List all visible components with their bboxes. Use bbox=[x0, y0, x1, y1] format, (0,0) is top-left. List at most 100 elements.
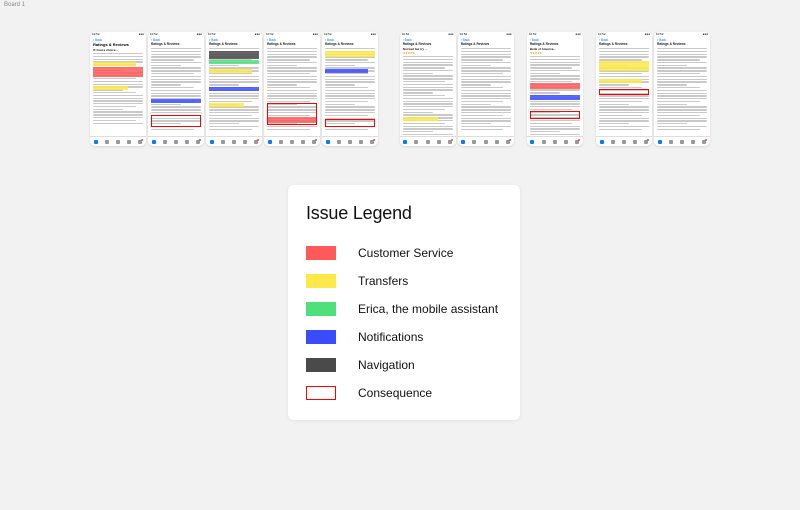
badge-icon bbox=[705, 139, 708, 142]
tab-icon[interactable] bbox=[326, 140, 330, 144]
text-line bbox=[530, 70, 580, 71]
tab-icon[interactable] bbox=[426, 140, 430, 144]
tab-icon[interactable] bbox=[680, 140, 684, 144]
tab-icon[interactable] bbox=[221, 140, 225, 144]
review-body bbox=[458, 47, 514, 136]
tab-icon[interactable] bbox=[564, 140, 568, 144]
tab-icon[interactable] bbox=[163, 140, 167, 144]
text-line bbox=[267, 90, 317, 91]
tab-icon[interactable] bbox=[506, 140, 510, 144]
highlight-transfers bbox=[403, 117, 438, 121]
tab-icon[interactable] bbox=[611, 140, 615, 144]
tab-icon[interactable] bbox=[94, 140, 98, 144]
text-line bbox=[657, 126, 707, 127]
text-line bbox=[657, 56, 707, 57]
tab-icon[interactable] bbox=[414, 140, 418, 144]
tab-icon[interactable] bbox=[254, 140, 258, 144]
tab-icon[interactable] bbox=[337, 140, 341, 144]
badge-icon bbox=[451, 139, 454, 142]
tab-icon[interactable] bbox=[370, 140, 374, 144]
tab-icon[interactable] bbox=[138, 140, 142, 144]
legend-row: Customer Service bbox=[306, 246, 502, 260]
text-line bbox=[599, 95, 649, 96]
tab-icon[interactable] bbox=[530, 140, 534, 144]
tab-icon[interactable] bbox=[575, 140, 579, 144]
text-line bbox=[151, 56, 201, 57]
tab-icon[interactable] bbox=[243, 140, 247, 144]
text-line bbox=[657, 51, 707, 52]
tab-icon[interactable] bbox=[495, 140, 499, 144]
text-line bbox=[461, 67, 511, 68]
tab-icon[interactable] bbox=[210, 140, 214, 144]
text-line bbox=[267, 84, 297, 85]
tab-icon[interactable] bbox=[301, 140, 305, 144]
text-line bbox=[461, 81, 511, 82]
tab-icon[interactable] bbox=[600, 140, 604, 144]
text-line bbox=[599, 118, 649, 119]
text-line bbox=[151, 54, 201, 55]
text-line bbox=[403, 62, 453, 63]
tab-icon[interactable] bbox=[461, 140, 465, 144]
text-line bbox=[151, 48, 201, 49]
text-line bbox=[93, 111, 143, 112]
tab-icon[interactable] bbox=[290, 140, 294, 144]
tab-icon[interactable] bbox=[622, 140, 626, 144]
tab-icon[interactable] bbox=[312, 140, 316, 144]
phone-screenshot: 10:52●●●‹ BackRatings & Reviews bbox=[206, 32, 262, 146]
text-line bbox=[209, 93, 259, 94]
text-line bbox=[657, 129, 700, 130]
text-line bbox=[461, 62, 511, 63]
highlight-customer_service bbox=[530, 83, 580, 89]
text-line bbox=[657, 109, 707, 110]
text-line bbox=[151, 79, 201, 80]
tab-icon[interactable] bbox=[268, 140, 272, 144]
text-line bbox=[657, 115, 700, 116]
tab-icon[interactable] bbox=[658, 140, 662, 144]
tab-icon[interactable] bbox=[196, 140, 200, 144]
text-line bbox=[267, 73, 310, 74]
tab-icon[interactable] bbox=[232, 140, 236, 144]
tab-icon[interactable] bbox=[448, 140, 452, 144]
text-line bbox=[461, 112, 511, 113]
tab-icon[interactable] bbox=[359, 140, 363, 144]
tab-icon[interactable] bbox=[542, 140, 546, 144]
tab-icon[interactable] bbox=[152, 140, 156, 144]
text-line bbox=[657, 59, 700, 60]
legend-label: Erica, the mobile assistant bbox=[358, 302, 498, 316]
highlight-transfers bbox=[209, 103, 244, 107]
tab-icon[interactable] bbox=[553, 140, 557, 144]
tab-icon[interactable] bbox=[185, 140, 189, 144]
tab-icon[interactable] bbox=[472, 140, 476, 144]
text-line bbox=[267, 129, 310, 130]
badge-icon bbox=[257, 139, 260, 142]
text-line bbox=[403, 95, 446, 96]
highlight-notifications bbox=[530, 95, 580, 100]
text-line bbox=[461, 87, 504, 88]
tab-icon[interactable] bbox=[174, 140, 178, 144]
text-line bbox=[657, 87, 700, 88]
text-line bbox=[530, 56, 580, 57]
tab-icon[interactable] bbox=[348, 140, 352, 144]
tab-icon[interactable] bbox=[127, 140, 131, 144]
text-line bbox=[93, 98, 143, 99]
text-line bbox=[209, 126, 259, 127]
tab-icon[interactable] bbox=[633, 140, 637, 144]
text-line bbox=[599, 98, 649, 99]
tab-icon[interactable] bbox=[702, 140, 706, 144]
tab-icon[interactable] bbox=[403, 140, 407, 144]
highlight-transfers bbox=[93, 62, 136, 66]
tab-icon[interactable] bbox=[437, 140, 441, 144]
tab-icon[interactable] bbox=[691, 140, 695, 144]
tab-icon[interactable] bbox=[116, 140, 120, 144]
text-line bbox=[530, 73, 560, 74]
text-line bbox=[151, 81, 201, 82]
tab-icon[interactable] bbox=[279, 140, 283, 144]
text-line bbox=[325, 79, 375, 80]
phone-screenshot: 10:52●●●‹ BackRatings & Reviews bbox=[148, 32, 204, 146]
tab-icon[interactable] bbox=[105, 140, 109, 144]
tab-icon[interactable] bbox=[669, 140, 673, 144]
text-line bbox=[267, 98, 317, 99]
tab-icon[interactable] bbox=[484, 140, 488, 144]
text-line bbox=[209, 84, 239, 85]
tab-icon[interactable] bbox=[644, 140, 648, 144]
